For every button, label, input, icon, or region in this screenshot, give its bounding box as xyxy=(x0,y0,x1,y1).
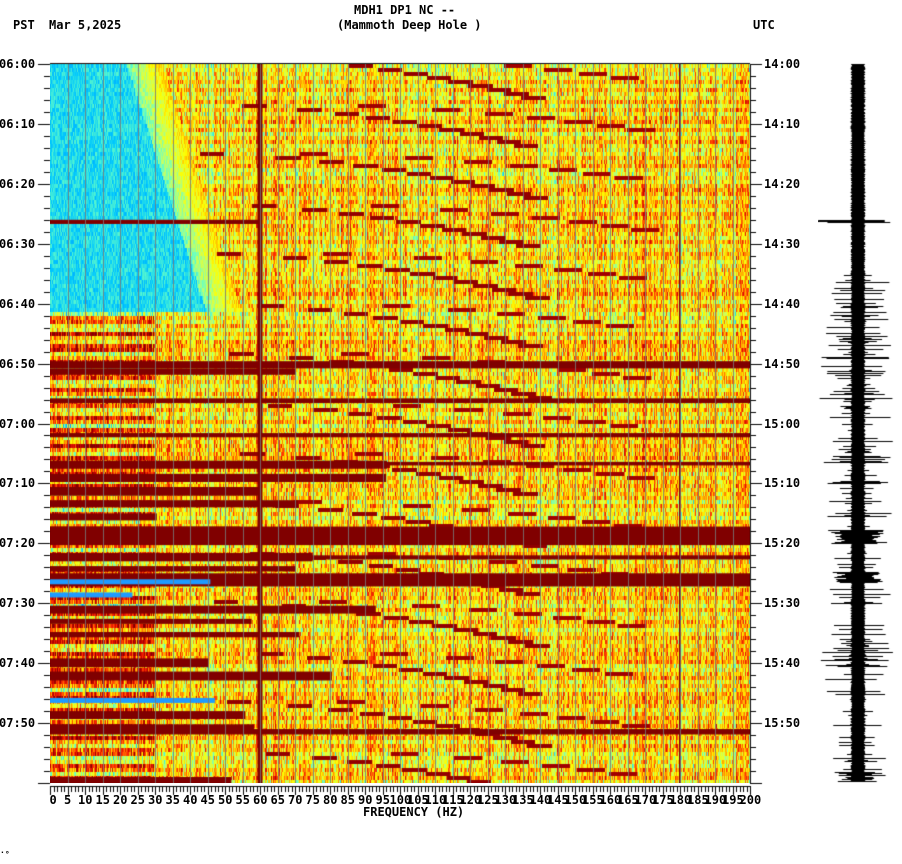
left-time-tick: 07:10 xyxy=(0,476,36,491)
frequency-tick: 140 xyxy=(529,793,552,807)
left-time-tick: 07:40 xyxy=(0,656,36,671)
frequency-tick: 155 xyxy=(582,793,604,807)
frequency-tick: 165 xyxy=(617,793,639,807)
left-time-tick: 06:20 xyxy=(0,176,36,191)
frequency-tick: 90 xyxy=(358,793,373,807)
frequency-tick: 65 xyxy=(270,793,285,807)
frequency-tick: 50 xyxy=(218,793,233,807)
frequency-tick: 100 xyxy=(389,793,412,807)
frequency-tick: 25 xyxy=(130,793,145,807)
left-time-tick: 06:50 xyxy=(0,356,36,371)
frequency-tick: 0 xyxy=(49,793,57,807)
frequency-tick: 135 xyxy=(512,793,534,807)
frequency-tick: 125 xyxy=(477,793,499,807)
left-time-tick: 06:40 xyxy=(0,296,36,311)
right-time-tick: 14:00 xyxy=(764,57,801,71)
right-time-tick: 15:30 xyxy=(764,596,801,611)
right-time-tick: 14:20 xyxy=(764,176,801,191)
frequency-tick: 200 xyxy=(739,793,762,807)
frequency-tick: 80 xyxy=(323,793,338,807)
frequency-tick: 105 xyxy=(407,793,429,807)
right-time-tick: 15:10 xyxy=(764,476,801,491)
left-time-tick: 06:30 xyxy=(0,236,36,251)
left-time-tick: 07:20 xyxy=(0,536,36,551)
footer-mark: ·∘ xyxy=(0,848,10,857)
frequency-tick: 175 xyxy=(652,793,674,807)
right-time-tick: 14:40 xyxy=(764,296,801,311)
frequency-tick: 120 xyxy=(459,793,482,807)
right-time-tick: 14:50 xyxy=(764,356,801,371)
right-time-tick: 15:20 xyxy=(764,536,801,551)
frequency-tick: 70 xyxy=(288,793,303,807)
frequency-tick: 110 xyxy=(424,793,447,807)
frequency-tick: 145 xyxy=(547,793,569,807)
left-time-tick: 07:50 xyxy=(0,716,36,731)
frequency-tick: 35 xyxy=(165,793,180,807)
frequency-tick: 30 xyxy=(148,793,163,807)
left-time-tick: 07:00 xyxy=(0,416,36,431)
frequency-tick: 180 xyxy=(669,793,692,807)
frequency-tick: 190 xyxy=(704,793,727,807)
frequency-tick: 170 xyxy=(634,793,657,807)
right-time-tick: 15:50 xyxy=(764,716,801,731)
frequency-tick: 95 xyxy=(375,793,390,807)
frequency-tick: 130 xyxy=(494,793,517,807)
frequency-tick: 85 xyxy=(340,793,355,807)
left-time-tick: 06:00 xyxy=(0,57,36,71)
frequency-tick: 20 xyxy=(113,793,128,807)
left-time-tick: 07:30 xyxy=(0,596,36,611)
frequency-tick: 115 xyxy=(442,793,464,807)
right-time-tick: 15:00 xyxy=(764,416,801,431)
frequency-tick: 60 xyxy=(253,793,268,807)
frequency-tick: 160 xyxy=(599,793,622,807)
frequency-tick: 75 xyxy=(305,793,320,807)
right-time-tick: 15:40 xyxy=(764,656,801,671)
seismogram-trace xyxy=(818,60,902,786)
right-time-tick: 14:10 xyxy=(764,116,801,131)
frequency-tick: 185 xyxy=(687,793,709,807)
right-time-tick: 14:30 xyxy=(764,236,801,251)
frequency-tick: 15 xyxy=(95,793,110,807)
frequency-tick: 10 xyxy=(78,793,93,807)
frequency-tick: 55 xyxy=(235,793,250,807)
left-time-tick: 06:10 xyxy=(0,116,36,131)
frequency-tick: 45 xyxy=(200,793,215,807)
frequency-tick: 5 xyxy=(64,793,72,807)
frequency-tick: 40 xyxy=(183,793,198,807)
frequency-tick: 195 xyxy=(722,793,744,807)
frequency-tick: 150 xyxy=(564,793,587,807)
x-axis-label: FREQUENCY (HZ) xyxy=(363,805,465,819)
